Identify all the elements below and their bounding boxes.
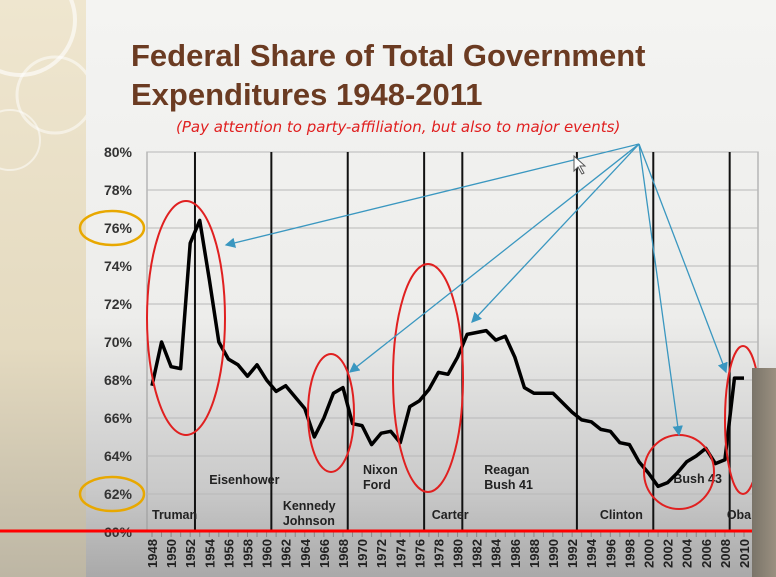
x-tick-label: 2004 <box>680 538 695 568</box>
x-tick-label: 1966 <box>317 539 332 568</box>
administration-label: Eisenhower <box>209 473 279 487</box>
mouse-cursor-icon <box>573 154 587 175</box>
slide-decoration <box>0 0 86 577</box>
administration-label: Reagan Bush 41 <box>484 463 533 492</box>
administration-label: Clinton <box>600 508 643 522</box>
x-tick-label: 1960 <box>260 539 275 568</box>
x-tick-label: 1992 <box>565 539 580 568</box>
y-tick-label: 80% <box>104 144 133 160</box>
x-tick-label: 1986 <box>508 539 523 568</box>
y-tick-label: 66% <box>104 410 133 426</box>
x-tick-label: 1990 <box>546 539 561 568</box>
y-tick-label: 64% <box>104 448 133 464</box>
x-tick-label: 2000 <box>642 539 657 568</box>
annotation-arrow <box>638 143 728 374</box>
x-tick-label: 1950 <box>164 539 179 568</box>
x-tick-label: 1996 <box>603 539 618 568</box>
annotation-arrow <box>638 143 683 437</box>
x-tick-label: 2006 <box>699 539 714 568</box>
title-line-2: Expenditures 1948-2011 <box>131 77 483 112</box>
x-tick-label: 1968 <box>336 539 351 568</box>
x-tick-label: 1994 <box>584 538 599 568</box>
x-tick-label: 1978 <box>431 539 446 568</box>
annotation-ellipse <box>307 353 355 473</box>
y-tick-label: 62% <box>104 486 133 502</box>
administration-label: Carter <box>432 508 469 522</box>
title-line-1: Federal Share of Total Government <box>131 38 646 73</box>
x-tick-label: 1962 <box>279 539 294 568</box>
x-tick-label: 1980 <box>451 539 466 568</box>
y-tick-label: 68% <box>104 372 133 388</box>
x-tick-label: 1974 <box>393 538 408 568</box>
x-tick-label: 2002 <box>661 539 676 568</box>
circle-decoration <box>0 0 86 171</box>
x-tick-label: 1948 <box>145 539 160 568</box>
annotation-arrow <box>471 143 640 323</box>
x-tick-label: 1976 <box>412 539 427 568</box>
x-tick-label: 2010 <box>737 539 752 568</box>
administration-label: Truman <box>152 508 197 522</box>
annotation-arrow <box>348 143 640 373</box>
y-tick-label: 70% <box>104 334 133 350</box>
highlight-circle <box>78 475 146 513</box>
x-tick-label: 1964 <box>298 538 313 568</box>
slide-subtitle: (Pay attention to party-affiliation, but… <box>176 118 621 136</box>
x-tick-label: 1998 <box>622 539 637 568</box>
x-tick-label: 1958 <box>240 539 255 568</box>
y-tick-label: 76% <box>104 220 133 236</box>
y-tick-label: 74% <box>104 258 133 274</box>
x-tick-label: 1984 <box>489 538 504 568</box>
x-tick-label: 1970 <box>355 539 370 568</box>
annotation-ellipse <box>146 200 226 436</box>
administration-label: Oba <box>727 508 752 522</box>
x-tick-label: 1952 <box>183 539 198 568</box>
slide-title: Federal Share of Total Government Expend… <box>131 36 645 114</box>
x-tick-label: 1972 <box>374 539 389 568</box>
administration-label: Nixon Ford <box>363 463 398 492</box>
presenter-video-overlay <box>752 368 776 577</box>
x-tick-label: 1982 <box>470 539 485 568</box>
x-tick-label: 1988 <box>527 539 542 568</box>
y-tick-label: 72% <box>104 296 133 312</box>
administration-label: Bush 43 <box>673 472 722 486</box>
y-tick-label: 78% <box>104 182 133 198</box>
annotation-arrow <box>224 143 640 248</box>
highlight-circle <box>78 209 146 247</box>
x-tick-label: 1954 <box>202 538 217 568</box>
administration-label: Kennedy Johnson <box>283 499 336 528</box>
annotation-ellipse <box>392 263 464 493</box>
x-tick-label: 2008 <box>718 539 733 568</box>
x-tick-label: 1956 <box>221 539 236 568</box>
